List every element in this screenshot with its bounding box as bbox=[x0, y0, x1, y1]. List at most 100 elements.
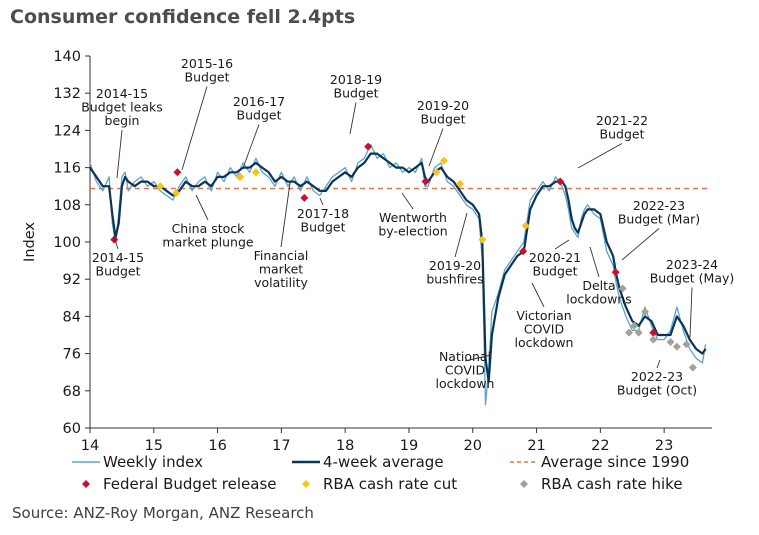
rate-hike-marker bbox=[682, 340, 691, 349]
annotation-line: 2015-16 bbox=[181, 56, 233, 71]
legend-label: Weekly index bbox=[103, 453, 203, 471]
budget-marker bbox=[110, 235, 119, 244]
y-tick-label: 60 bbox=[63, 421, 81, 437]
annotation-line: market bbox=[259, 262, 303, 277]
annotation-line: Budget bbox=[96, 264, 141, 279]
annotation-leader bbox=[280, 182, 291, 248]
rate-hike-marker bbox=[666, 337, 675, 346]
annotation-label: Financial market volatility bbox=[254, 248, 309, 290]
annotation-label: 2019-20 Budget bbox=[417, 98, 469, 127]
y-tick-label: 140 bbox=[53, 49, 81, 65]
rate-hike-marker bbox=[625, 328, 634, 337]
x-tick-label: 20 bbox=[464, 438, 482, 454]
annotation-line: 2014-15 bbox=[92, 250, 144, 265]
legend-label: RBA cash rate cut bbox=[323, 475, 457, 493]
annotation-line: COVID bbox=[445, 363, 485, 378]
annotation-line: Budget bbox=[301, 220, 346, 235]
annotation-line: Victorian bbox=[516, 308, 571, 323]
annotation-leader bbox=[319, 197, 324, 206]
annotation-leader bbox=[621, 228, 660, 261]
x-tick-label: 17 bbox=[272, 438, 290, 454]
rate-cut-marker bbox=[172, 189, 181, 198]
x-tick-label: 15 bbox=[145, 438, 163, 454]
annotation-line: market plunge bbox=[162, 235, 254, 250]
rate-cut-marker bbox=[251, 168, 260, 177]
annotation-leader bbox=[242, 124, 260, 169]
rate-cut-marker bbox=[235, 172, 244, 181]
budget-marker bbox=[556, 177, 565, 186]
legend-swatch-diamond bbox=[302, 480, 310, 488]
annotation-label: China stock market plunge bbox=[162, 221, 254, 250]
chart-svg: 60 68 76 84 92 100 108 116 124 132 140 14 15 16 17 18 19… bbox=[22, 49, 734, 493]
legend-label: Average since 1990 bbox=[541, 453, 689, 471]
annotation-leader bbox=[116, 129, 123, 179]
annotation-leader bbox=[181, 86, 208, 171]
annotation-line: Budget bbox=[334, 86, 379, 101]
rate-hike-marker bbox=[688, 363, 697, 372]
annotation-line: 2023-24 bbox=[666, 257, 718, 272]
x-tick-label: 21 bbox=[527, 438, 545, 454]
y-tick-label: 124 bbox=[53, 123, 81, 139]
y-tick-label: 92 bbox=[63, 272, 81, 288]
chart-title: Consumer confidence fell 2.4pts bbox=[10, 6, 356, 28]
rate-cut-marker bbox=[432, 168, 441, 177]
annotation-line: by-election bbox=[378, 224, 447, 239]
annotation-label: National COVID lockdown bbox=[436, 349, 495, 391]
annotation-line: 2014-15 bbox=[96, 86, 148, 101]
annotation-line: China stock bbox=[172, 221, 246, 236]
rate-hike-marker bbox=[634, 328, 643, 337]
annotation-label: 2016-17 Budget bbox=[233, 94, 285, 123]
x-tick-label: 16 bbox=[208, 438, 226, 454]
x-tick-label: 14 bbox=[81, 438, 99, 454]
x-tick-label: 22 bbox=[591, 438, 609, 454]
rate-cut-marker bbox=[521, 221, 530, 230]
annotation-label: Wentworth by-election bbox=[378, 210, 447, 239]
annotation-label: 2014-15 Budget leaks begin bbox=[81, 86, 163, 128]
annotation-line: 2022-23 bbox=[631, 369, 683, 384]
annotation-leader bbox=[577, 143, 623, 169]
y-tick-label: 84 bbox=[63, 309, 81, 325]
budget-marker bbox=[421, 177, 430, 186]
rate-hike-marker bbox=[649, 335, 658, 344]
annotation-line: Budget bbox=[185, 70, 230, 85]
rate-hike-marker bbox=[672, 342, 681, 351]
annotation-line: 2020-21 bbox=[529, 250, 581, 265]
annotation-leader bbox=[113, 235, 119, 250]
rate-cut-marker bbox=[440, 156, 449, 165]
annotation-line: lockdowns bbox=[566, 292, 631, 307]
budget-marker bbox=[300, 193, 309, 202]
annotation-leader bbox=[689, 287, 693, 338]
annotation-line: 2019-20 bbox=[417, 98, 469, 113]
y-axis-title: Index bbox=[22, 222, 38, 262]
annotation-label: 2015-16 Budget bbox=[181, 56, 233, 85]
y-tick-label: 76 bbox=[63, 347, 81, 363]
y-tick-label: 132 bbox=[53, 86, 81, 102]
annotation-label: Victorian COVID lockdown bbox=[515, 308, 574, 350]
annotation-label: 2014-15 Budget bbox=[92, 250, 144, 279]
annotation-leader bbox=[401, 192, 414, 210]
annotation-line: 2021-22 bbox=[596, 113, 648, 128]
y-tick-label: 68 bbox=[63, 384, 81, 400]
annotation-label: 2017-18 Budget bbox=[297, 206, 349, 235]
annotation-leader bbox=[656, 359, 661, 369]
legend-label: Federal Budget release bbox=[103, 475, 277, 493]
annotation-line: Budget bbox=[533, 264, 578, 279]
rate-cut-marker bbox=[156, 182, 165, 191]
annotation-leader bbox=[195, 194, 209, 221]
annotation-line: Budget leaks bbox=[81, 100, 163, 115]
budget-marker bbox=[364, 142, 373, 151]
rate-cut-marker bbox=[478, 235, 487, 244]
annotation-line: National bbox=[439, 349, 491, 364]
legend-label: 4-week average bbox=[323, 453, 444, 471]
y-tick-label: 116 bbox=[53, 161, 81, 177]
rate-hike-marker bbox=[618, 284, 627, 293]
annotation-line: Budget (Mar) bbox=[618, 212, 700, 227]
annotation-line: 2018-19 bbox=[330, 72, 382, 87]
annotation-line: 2016-17 bbox=[233, 94, 285, 109]
annotation-label: 2023-24 Budget (May) bbox=[650, 257, 735, 286]
y-tick-label: 100 bbox=[53, 235, 81, 251]
annotation-label: 2020-21 Budget bbox=[529, 250, 581, 279]
event-markers bbox=[110, 142, 697, 372]
y-tick-label: 108 bbox=[53, 198, 81, 214]
